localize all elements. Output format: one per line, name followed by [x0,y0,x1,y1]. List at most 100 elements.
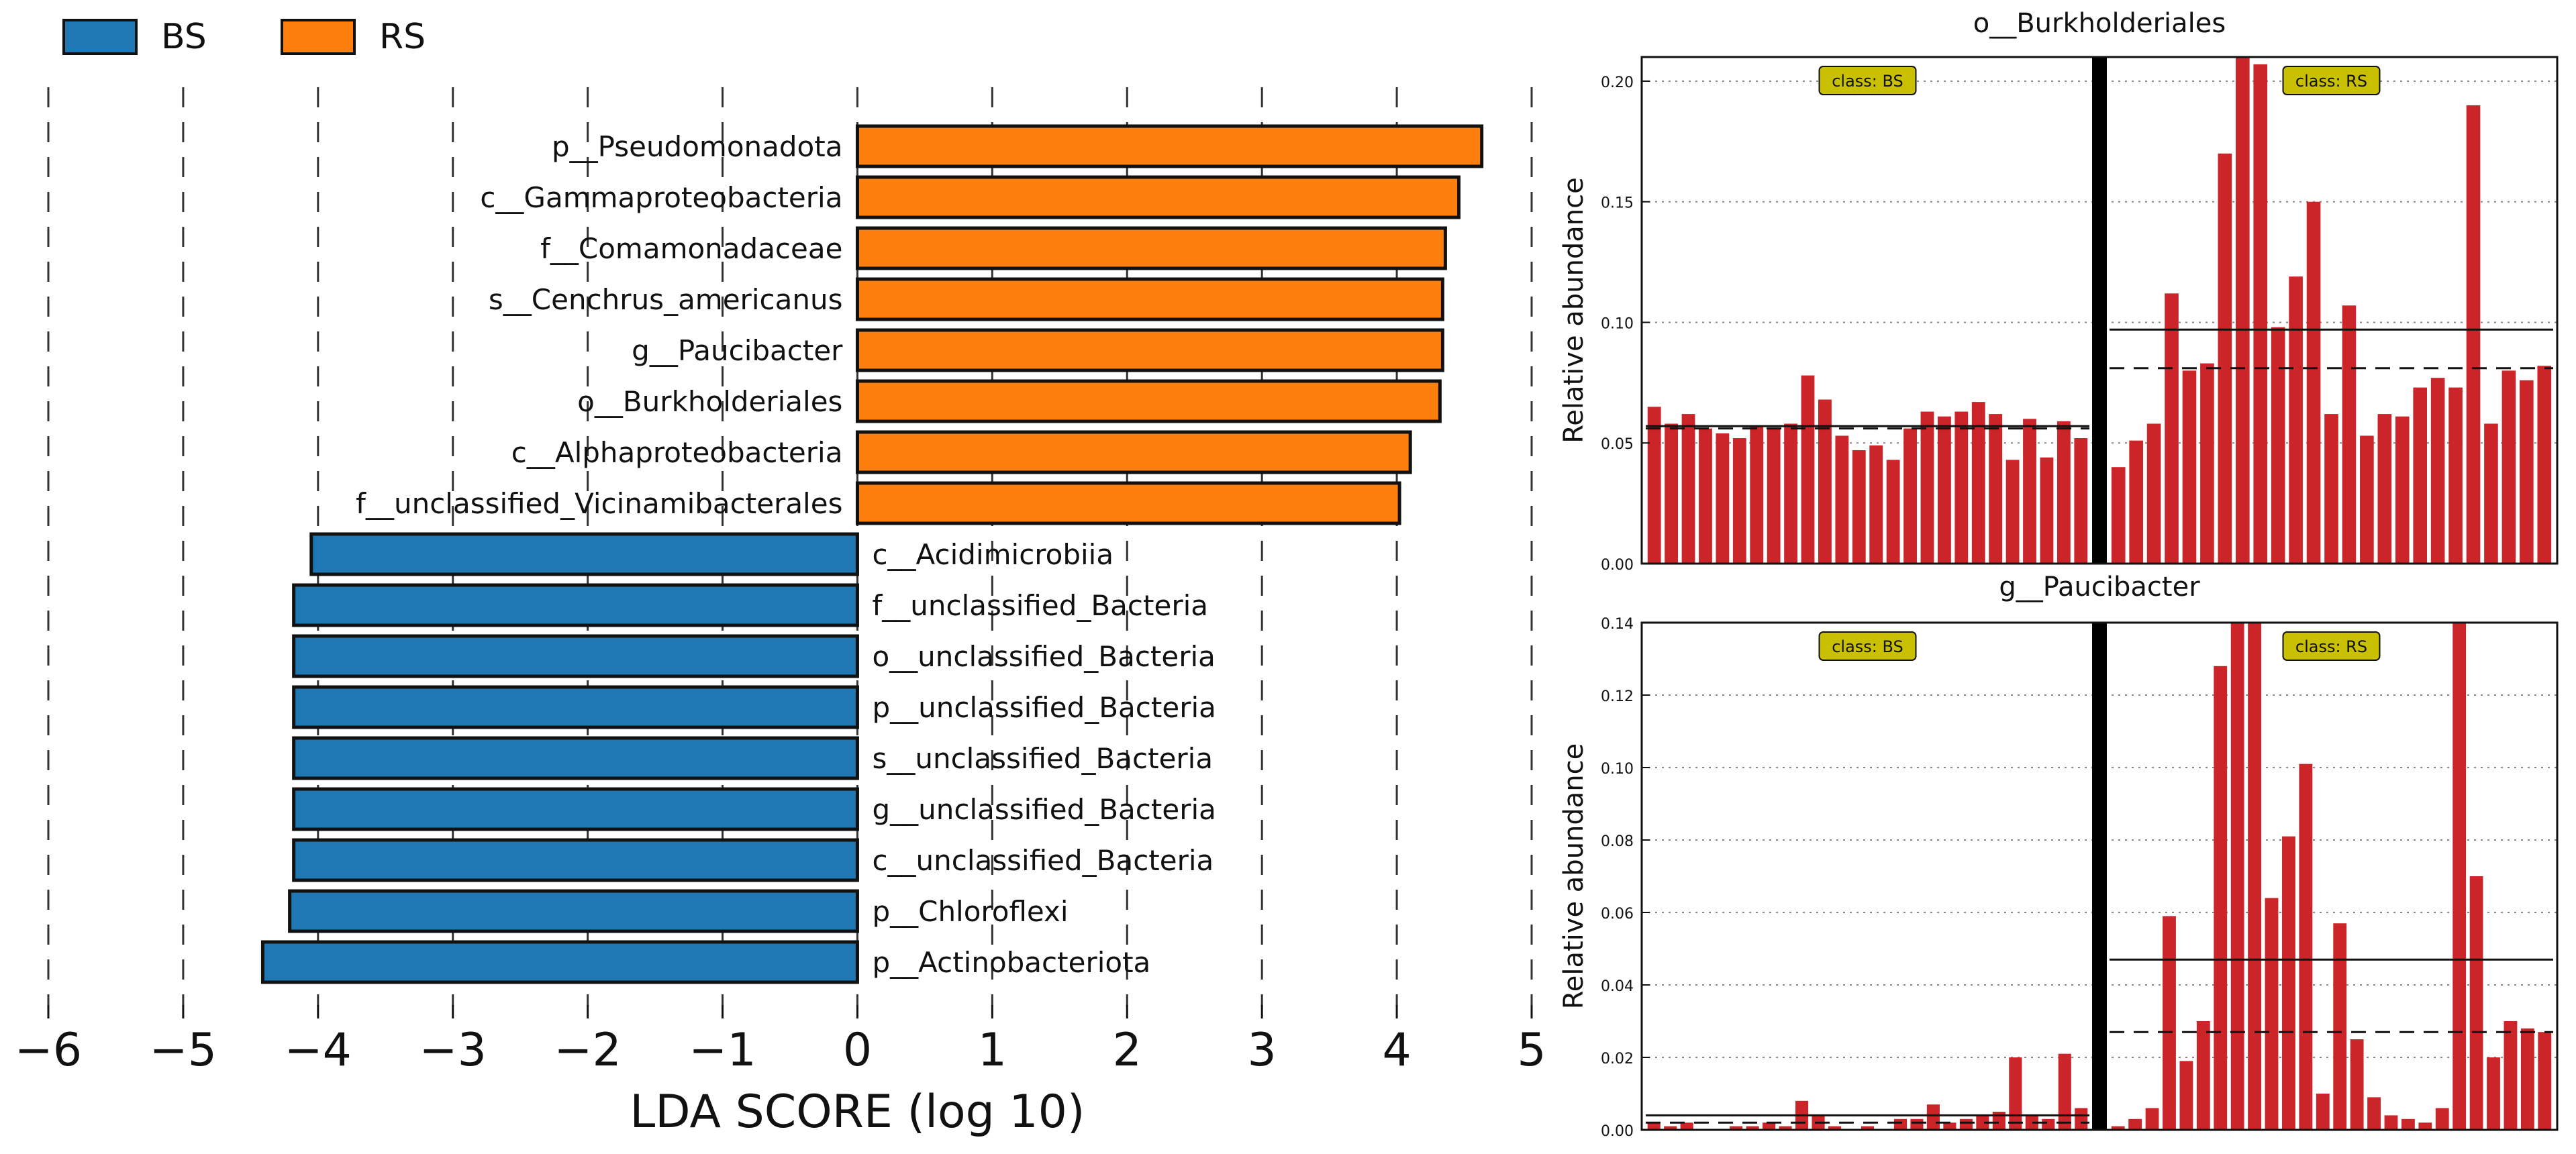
abundance-bar [2520,380,2534,564]
lda-tick-label: −6 [15,1024,82,1077]
abundance-bar [2165,293,2179,564]
lda-tick-label: −2 [554,1024,622,1077]
abundance-bar [1763,1122,1776,1130]
lda-tick-label: −4 [285,1024,352,1077]
class-divider [2092,57,2107,564]
abundance-bar [1920,411,1934,564]
lda-bar [855,175,1461,219]
abundance-bar [1716,433,1730,564]
abundance-bar [2282,836,2295,1130]
lda-bar [292,634,859,678]
lda-bar-label: p__Actinobacteriota [872,946,1150,979]
class-badge-label: class: RS [2295,637,2367,656]
abundance-bar [2401,1118,2415,1130]
lda-bar-label: s__Cenchrus_americanus [489,283,843,316]
abundance-bar [1699,428,1712,564]
abundance-bar [2395,416,2410,564]
panel-tick-label: 0.12 [1601,688,1634,705]
abundance-bar [1861,1126,1875,1130]
abundance-bar [1886,460,1900,564]
abundance-bar [2009,1057,2022,1130]
abundance-bar [1959,1118,1973,1130]
class-badge [1818,66,1917,95]
abundance-bar [2265,898,2279,1130]
abundance-bar [2146,423,2161,564]
lda-bar [292,787,859,831]
abundance-bar [2005,460,2020,564]
abundance-bar [2235,57,2250,564]
abundance-bar [2299,764,2313,1130]
abundance-bar [2306,201,2321,564]
panel-tick-label: 0.02 [1601,1051,1634,1067]
lda-bar [855,226,1447,270]
panel-tick-label: 0.10 [1601,315,1634,332]
panel-tick-label: 0.00 [1601,557,1634,574]
abundance-bar [2075,1108,2088,1130]
abundance-bar [1910,1118,1924,1130]
abundance-bar [1680,1122,1693,1130]
panel-tick-label: 0.04 [1601,978,1634,995]
class-badge [2282,66,2381,95]
panel-tick-label: 0.10 [1601,761,1634,778]
lda-bar-chart: p__Pseudomonadota c__Gammaproteobacteriaf… [15,87,1546,1139]
lda-bar [855,481,1401,525]
lda-bar-label: c__Acidimicrobiia [872,538,1113,571]
class-divider [2092,623,2107,1130]
panel-tick-label: 0.05 [1601,436,1634,453]
abundance-bar [2289,276,2303,564]
lda-bar-label: p__Chloroflexi [872,895,1068,928]
panel-tick-label: 0.08 [1601,833,1634,850]
abundance-bar [2111,1126,2125,1130]
lda-bar [292,583,859,627]
abundance-bar [2418,1122,2432,1130]
panel-title: g__Paucibacter [1999,572,2200,602]
lda-bar-label: c__unclassified_Bacteria [872,844,1213,877]
abundance-bar [2042,1118,2055,1130]
abundance-bar [1647,407,1661,564]
lda-tick-label: 0 [843,1024,872,1077]
abundance-bar [2248,623,2262,1130]
lda-bar-label: p__Pseudomonadota [552,130,842,163]
abundance-bar [2230,623,2244,1130]
abundance-bar [1869,445,1883,564]
lda-bar-label: s__unclassified_Bacteria [872,742,1213,775]
abundance-bar [2501,370,2516,564]
abundance-bar [2271,327,2285,564]
legend-swatch-rs [281,19,356,55]
abundance-bar [2057,421,2071,564]
abundance-bar [2218,153,2232,564]
abundance-bar [2196,1021,2210,1130]
abundance-bar [2350,1039,2364,1130]
lda-bar-label: g__unclassified_Bacteria [872,793,1216,826]
panel-tick-label: 0.06 [1601,906,1634,923]
lda-bar-label: c__Gammaproteobacteria [480,181,842,214]
lda-bar [292,685,859,729]
lda-tick-label: 4 [1382,1024,1411,1077]
abundance-bar [1954,411,1969,564]
lda-x-axis-label: LDA SCORE (log 10) [630,1086,1085,1139]
panel-title: o__Burkholderiales [1973,8,2226,39]
abundance-bar [1665,423,1679,564]
abundance-bar [2466,105,2481,564]
abundance-bar [2538,1032,2552,1130]
lda-tick-label: 2 [1113,1024,1142,1077]
panel-frame [1640,621,2559,1131]
abundance-bar [2333,923,2347,1130]
lda-bar-label: p__unclassified_Bacteria [872,691,1216,724]
lda-bar-label: f__Comamonadaceae [540,232,842,265]
abundance-bar [2377,414,2392,564]
lda-bar-label: o__unclassified_Bacteria [872,640,1215,673]
abundance-bar [2179,1061,2193,1130]
abundance-bar [2200,363,2214,564]
lda-tick-label: −5 [150,1024,217,1077]
abundance-bar [2163,916,2176,1130]
abundance-bar [2469,876,2483,1130]
abundance-bar [1976,1115,1989,1130]
panel-frame [1640,56,2559,565]
abundance-bar [1730,1126,1743,1130]
lda-tick-label: 1 [978,1024,1007,1077]
panel-tick-label: 0.00 [1601,1123,1634,1140]
abundance-bar [2025,1115,2038,1130]
abundance-bar [2129,440,2143,564]
legend-label-bs: BS [161,17,207,57]
